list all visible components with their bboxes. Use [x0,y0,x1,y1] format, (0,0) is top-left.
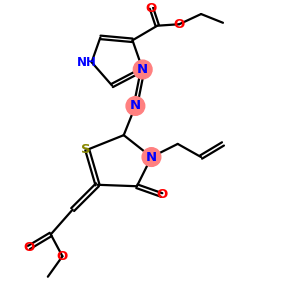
Text: S: S [81,143,91,156]
Text: N: N [146,151,157,164]
Circle shape [142,148,161,166]
Text: O: O [146,2,157,15]
Circle shape [126,97,145,115]
Text: O: O [23,241,34,254]
Text: O: O [57,250,68,263]
Text: N: N [137,63,148,76]
Text: O: O [174,18,185,31]
Text: N: N [130,100,141,112]
Text: O: O [156,188,167,202]
Circle shape [134,60,152,79]
Text: NH: NH [77,56,97,69]
